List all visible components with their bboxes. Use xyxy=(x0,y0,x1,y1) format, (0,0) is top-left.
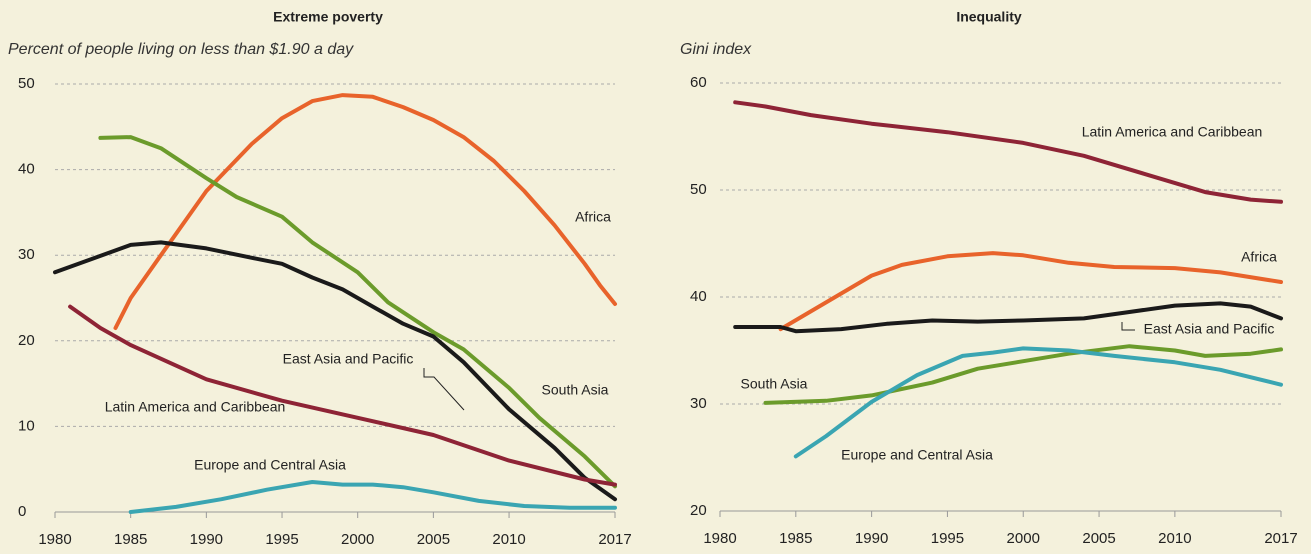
leader-line xyxy=(1121,322,1135,331)
series-line xyxy=(733,301,1283,334)
series-label: Africa xyxy=(1241,249,1277,265)
x-tick-label: 2000 xyxy=(1007,530,1040,547)
series-line xyxy=(53,240,617,502)
series-line xyxy=(733,100,1283,204)
x-tick-label: 2010 xyxy=(1158,530,1191,547)
x-tick-label: 2010 xyxy=(492,531,525,548)
y-tick-label: 0 xyxy=(18,503,26,520)
series-line xyxy=(68,304,617,487)
x-tick-label: 1990 xyxy=(855,530,888,547)
x-tick-label: 1990 xyxy=(190,531,223,548)
y-tick-label: 40 xyxy=(18,161,35,178)
x-tick-label: 2005 xyxy=(417,531,450,548)
series-label: Europe and Central Asia xyxy=(841,447,993,463)
x-tick-label: 1995 xyxy=(931,530,964,547)
y-tick-label: 50 xyxy=(690,181,707,198)
series-line xyxy=(793,346,1283,459)
series-label: South Asia xyxy=(542,382,609,398)
series-label: Europe and Central Asia xyxy=(194,457,346,473)
y-tick-label: 20 xyxy=(690,502,707,519)
series-label: Latin America and Caribbean xyxy=(105,399,286,415)
y-tick-label: 30 xyxy=(690,395,707,412)
y-tick-label: 30 xyxy=(18,246,35,263)
series-line xyxy=(778,251,1283,332)
x-tick-label: 1980 xyxy=(38,531,71,548)
series-label: East Asia and Pacific xyxy=(283,351,414,367)
x-tick-label: 1980 xyxy=(703,530,736,547)
series-label: South Asia xyxy=(741,376,808,392)
y-tick-label: 50 xyxy=(18,75,35,92)
series-line xyxy=(113,93,617,330)
series-label: Africa xyxy=(575,209,611,225)
y-tick-label: 60 xyxy=(690,74,707,91)
series-label: Latin America and Caribbean xyxy=(1082,124,1263,140)
y-tick-label: 40 xyxy=(690,288,707,305)
chart-subtitle: Percent of people living on less than $1… xyxy=(8,41,354,58)
leader-line xyxy=(423,368,465,411)
x-tick-label: 2005 xyxy=(1082,530,1115,547)
series-line xyxy=(128,480,617,514)
x-tick-label: 1985 xyxy=(779,530,812,547)
y-tick-label: 10 xyxy=(18,417,35,434)
x-tick-label: 1985 xyxy=(114,531,147,548)
x-tick-label: 2000 xyxy=(341,531,374,548)
x-tick-label: 2017 xyxy=(598,531,631,548)
chart-subtitle: Gini index xyxy=(680,41,752,58)
series-label: East Asia and Pacific xyxy=(1144,321,1275,337)
x-tick-label: 2017 xyxy=(1264,530,1297,547)
x-tick-label: 1995 xyxy=(265,531,298,548)
series-line xyxy=(763,344,1283,405)
y-tick-label: 20 xyxy=(18,332,35,349)
chart-title: Inequality xyxy=(956,9,1022,25)
chart-title: Extreme poverty xyxy=(273,9,383,25)
series-line xyxy=(98,135,617,489)
